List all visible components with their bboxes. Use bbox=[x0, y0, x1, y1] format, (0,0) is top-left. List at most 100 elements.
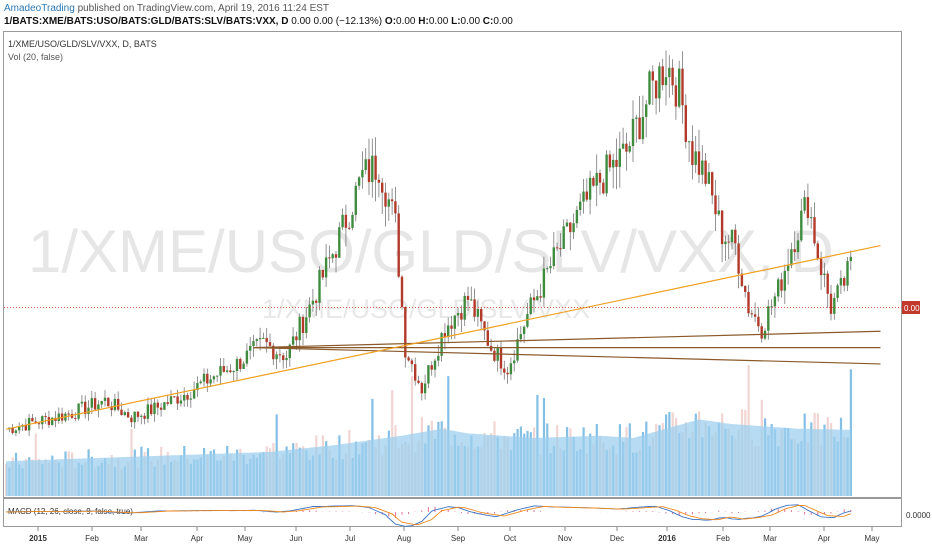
time-tick-label: Feb bbox=[85, 534, 99, 543]
candle-body bbox=[645, 104, 648, 117]
candle-body bbox=[123, 412, 126, 416]
candle-body bbox=[562, 226, 565, 249]
candle-body bbox=[258, 338, 262, 340]
time-tick-label: 2016 bbox=[658, 534, 676, 543]
candle-body bbox=[770, 306, 773, 308]
trendline[interactable] bbox=[253, 330, 881, 349]
candle-body bbox=[701, 160, 704, 175]
main-pane-border bbox=[3, 31, 902, 498]
candle-body bbox=[588, 177, 592, 200]
candle-body bbox=[282, 355, 285, 361]
candle-body bbox=[810, 217, 813, 219]
candle-body bbox=[364, 159, 367, 170]
candle-body bbox=[572, 223, 575, 233]
candle-body bbox=[291, 336, 295, 345]
candle-body bbox=[37, 423, 41, 425]
candle-body bbox=[268, 342, 272, 346]
macd-lines bbox=[5, 504, 852, 527]
close-label: C: bbox=[482, 16, 494, 27]
candle-body bbox=[783, 270, 786, 291]
candle-body bbox=[489, 345, 493, 351]
candle-body bbox=[166, 402, 169, 404]
candle-body bbox=[846, 261, 849, 286]
trendline[interactable] bbox=[253, 347, 881, 365]
candle-body bbox=[318, 269, 321, 303]
candle-body bbox=[443, 333, 447, 338]
candle-body bbox=[717, 210, 720, 215]
candle-body bbox=[806, 197, 810, 219]
candle-body bbox=[519, 334, 522, 340]
candle-body bbox=[691, 141, 694, 165]
candle-body bbox=[552, 247, 555, 267]
candle-body bbox=[503, 368, 506, 373]
trendline[interactable] bbox=[5, 245, 881, 430]
candle-body bbox=[506, 372, 509, 375]
time-tick-label: 2015 bbox=[29, 534, 47, 543]
candle-body bbox=[361, 169, 364, 178]
candle-body bbox=[103, 397, 107, 402]
candle-body bbox=[605, 154, 608, 194]
candle-body bbox=[225, 370, 229, 372]
candle-body bbox=[800, 210, 803, 241]
author-link[interactable]: AmadeoTrading bbox=[4, 3, 75, 14]
candle-body bbox=[470, 299, 473, 301]
candle-body bbox=[836, 285, 839, 298]
candle-body bbox=[803, 197, 806, 211]
candle-body bbox=[159, 407, 163, 410]
candle-body bbox=[189, 398, 192, 400]
candle-body bbox=[750, 313, 753, 315]
candle-body bbox=[724, 241, 727, 245]
candle-body bbox=[608, 154, 612, 168]
candle-body bbox=[80, 401, 84, 404]
time-tick-label: Jun bbox=[290, 534, 303, 543]
pane-title: 1/XME/USO/GLD/SLV/VXX, D, BATS bbox=[8, 39, 157, 49]
candle-body bbox=[460, 313, 463, 320]
candle-body bbox=[381, 182, 384, 193]
candle-body bbox=[242, 363, 245, 369]
candle-body bbox=[196, 383, 199, 390]
time-tick-label: May bbox=[864, 534, 879, 543]
candle-body bbox=[773, 296, 777, 307]
candle-body bbox=[516, 339, 519, 361]
candle-body bbox=[767, 306, 770, 331]
candle-body bbox=[285, 358, 288, 361]
macd-pane-border bbox=[3, 498, 902, 527]
candle-body bbox=[618, 148, 621, 167]
candle-body bbox=[440, 333, 443, 356]
candle-body bbox=[707, 172, 711, 184]
candle-body bbox=[816, 243, 819, 259]
candle-body bbox=[793, 249, 796, 253]
time-tick-label: Apr bbox=[191, 534, 204, 543]
candle-body bbox=[559, 248, 562, 250]
candle-body bbox=[120, 409, 123, 416]
candle-body bbox=[612, 159, 615, 168]
candle-body bbox=[176, 396, 179, 404]
candle-body bbox=[625, 143, 628, 152]
candle-body bbox=[843, 278, 846, 286]
time-tick-label: May bbox=[237, 534, 252, 543]
candle-body bbox=[423, 383, 427, 394]
candle-body bbox=[206, 373, 209, 384]
signal-line bbox=[5, 504, 851, 526]
candle-body bbox=[245, 350, 249, 364]
candle-body bbox=[522, 326, 526, 335]
candle-body bbox=[377, 179, 381, 183]
candle-body bbox=[565, 222, 569, 227]
candle-body bbox=[555, 247, 559, 249]
candle-body bbox=[704, 160, 707, 184]
candle-body bbox=[790, 249, 793, 266]
time-axis[interactable]: 2015 Feb Mar Apr May Jun Jul Aug Sep Oct Nov Dec 201… bbox=[29, 527, 880, 543]
candle-body bbox=[387, 199, 390, 207]
candle-body bbox=[331, 254, 334, 259]
candle-body bbox=[777, 279, 780, 297]
symbol-name[interactable]: 1/BATS:XME/BATS:USO/BATS:GLD/BATS:SLV/BA… bbox=[4, 16, 289, 27]
candle-body bbox=[315, 300, 318, 303]
trendlines[interactable] bbox=[5, 245, 881, 430]
candle-body bbox=[374, 155, 377, 180]
candle-body bbox=[278, 354, 282, 356]
candle-body bbox=[737, 243, 740, 274]
candle-body bbox=[641, 116, 645, 140]
candle-body bbox=[730, 229, 734, 243]
published-text: published on TradingView.com, April 19, … bbox=[77, 3, 330, 14]
